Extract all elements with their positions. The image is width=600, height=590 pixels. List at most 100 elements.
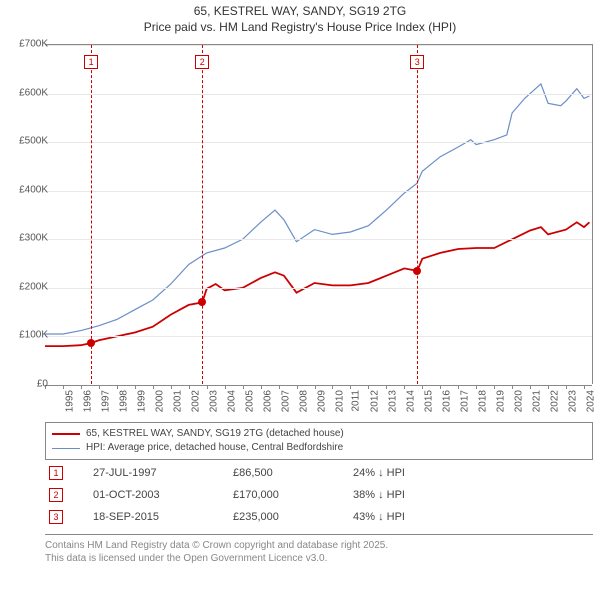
x-axis-label: 2009 bbox=[316, 390, 327, 412]
y-axis-label: £300K bbox=[19, 233, 48, 244]
x-axis-label: 2024 bbox=[585, 390, 596, 412]
chart-footer: Contains HM Land Registry data © Crown c… bbox=[45, 534, 593, 565]
x-tick bbox=[153, 385, 154, 389]
y-gridline bbox=[45, 336, 592, 337]
sales-table: 127-JUL-1997£86,50024% ↓ HPI201-OCT-2003… bbox=[45, 462, 593, 528]
y-gridline bbox=[45, 94, 592, 95]
x-axis-label: 2023 bbox=[567, 390, 578, 412]
x-tick bbox=[63, 385, 64, 389]
sale-marker-line bbox=[91, 45, 92, 384]
x-axis-label: 2011 bbox=[351, 390, 362, 412]
y-axis-label: £600K bbox=[19, 87, 48, 98]
y-axis-label: £0 bbox=[37, 379, 48, 390]
chart-legend: 65, KESTREL WAY, SANDY, SG19 2TG (detach… bbox=[45, 422, 593, 460]
y-axis-label: £100K bbox=[19, 330, 48, 341]
x-tick bbox=[189, 385, 190, 389]
x-tick bbox=[440, 385, 441, 389]
x-tick bbox=[494, 385, 495, 389]
y-gridline bbox=[45, 239, 592, 240]
x-tick bbox=[422, 385, 423, 389]
x-axis-label: 2003 bbox=[208, 390, 219, 412]
sales-row-diff: 24% ↓ HPI bbox=[353, 467, 405, 479]
x-axis-label: 2013 bbox=[388, 390, 399, 412]
x-axis-label: 2018 bbox=[477, 390, 488, 412]
sales-row-price: £86,500 bbox=[233, 467, 353, 479]
sale-marker-line bbox=[417, 45, 418, 384]
legend-item: 65, KESTREL WAY, SANDY, SG19 2TG (detach… bbox=[52, 427, 586, 441]
y-gridline bbox=[45, 385, 592, 386]
sales-row: 201-OCT-2003£170,00038% ↓ HPI bbox=[45, 484, 593, 506]
x-tick bbox=[207, 385, 208, 389]
sale-marker-dot bbox=[198, 298, 206, 306]
series-hpi bbox=[45, 84, 589, 334]
x-tick bbox=[243, 385, 244, 389]
sale-marker-dot bbox=[413, 267, 421, 275]
chart-plot-area: 1 2 3 bbox=[45, 44, 593, 384]
x-axis-label: 1996 bbox=[82, 390, 93, 412]
x-axis-label: 2016 bbox=[442, 390, 453, 412]
sales-row: 318-SEP-2015£235,00043% ↓ HPI bbox=[45, 506, 593, 528]
chart-title-block: 65, KESTREL WAY, SANDY, SG19 2TG Price p… bbox=[0, 0, 600, 35]
sales-row-diff: 43% ↓ HPI bbox=[353, 511, 405, 523]
sale-marker-box: 3 bbox=[410, 55, 424, 69]
sale-marker-dot bbox=[87, 339, 95, 347]
x-axis-label: 2020 bbox=[513, 390, 524, 412]
sales-row-diff: 38% ↓ HPI bbox=[353, 489, 405, 501]
x-axis-label: 2014 bbox=[406, 390, 417, 412]
y-axis-label: £200K bbox=[19, 281, 48, 292]
x-tick bbox=[261, 385, 262, 389]
x-axis-label: 2002 bbox=[190, 390, 201, 412]
sales-row-price: £235,000 bbox=[233, 511, 353, 523]
x-tick bbox=[584, 385, 585, 389]
sale-marker-box: 2 bbox=[195, 55, 209, 69]
x-axis-label: 2001 bbox=[172, 390, 183, 412]
x-axis-label: 2005 bbox=[244, 390, 255, 412]
x-tick bbox=[386, 385, 387, 389]
x-axis-label: 2015 bbox=[424, 390, 435, 412]
footer-line1: Contains HM Land Registry data © Crown c… bbox=[45, 539, 593, 552]
x-tick bbox=[566, 385, 567, 389]
y-gridline bbox=[45, 191, 592, 192]
title-line1: 65, KESTREL WAY, SANDY, SG19 2TG bbox=[0, 4, 600, 20]
sales-row: 127-JUL-1997£86,50024% ↓ HPI bbox=[45, 462, 593, 484]
x-tick bbox=[225, 385, 226, 389]
sale-marker-box: 1 bbox=[84, 55, 98, 69]
x-tick bbox=[81, 385, 82, 389]
x-axis-label: 2008 bbox=[298, 390, 309, 412]
sales-row-index: 2 bbox=[49, 488, 63, 502]
x-tick bbox=[476, 385, 477, 389]
x-axis-label: 2019 bbox=[495, 390, 506, 412]
x-tick bbox=[548, 385, 549, 389]
x-tick bbox=[279, 385, 280, 389]
sales-row-date: 27-JUL-1997 bbox=[93, 467, 233, 479]
x-axis-label: 2004 bbox=[226, 390, 237, 412]
x-tick bbox=[350, 385, 351, 389]
y-axis-label: £500K bbox=[19, 136, 48, 147]
sales-row-index: 3 bbox=[49, 510, 63, 524]
x-tick bbox=[315, 385, 316, 389]
x-tick bbox=[512, 385, 513, 389]
series-price-paid bbox=[45, 222, 589, 346]
footer-line2: This data is licensed under the Open Gov… bbox=[45, 552, 593, 565]
legend-swatch bbox=[52, 433, 80, 435]
x-tick bbox=[297, 385, 298, 389]
y-gridline bbox=[45, 288, 592, 289]
x-tick bbox=[135, 385, 136, 389]
sales-row-price: £170,000 bbox=[233, 489, 353, 501]
y-gridline bbox=[45, 45, 592, 46]
x-tick bbox=[368, 385, 369, 389]
legend-swatch bbox=[52, 448, 80, 449]
x-tick bbox=[530, 385, 531, 389]
x-axis-label: 2017 bbox=[460, 390, 471, 412]
x-tick bbox=[458, 385, 459, 389]
chart-svg bbox=[45, 45, 592, 384]
legend-label: HPI: Average price, detached house, Cent… bbox=[86, 441, 343, 455]
x-axis-label: 2022 bbox=[549, 390, 560, 412]
x-tick bbox=[99, 385, 100, 389]
title-line2: Price paid vs. HM Land Registry's House … bbox=[0, 20, 600, 36]
x-axis-label: 1995 bbox=[64, 390, 75, 412]
x-axis-label: 2010 bbox=[334, 390, 345, 412]
x-tick bbox=[332, 385, 333, 389]
x-axis-label: 1997 bbox=[100, 390, 111, 412]
x-tick bbox=[171, 385, 172, 389]
